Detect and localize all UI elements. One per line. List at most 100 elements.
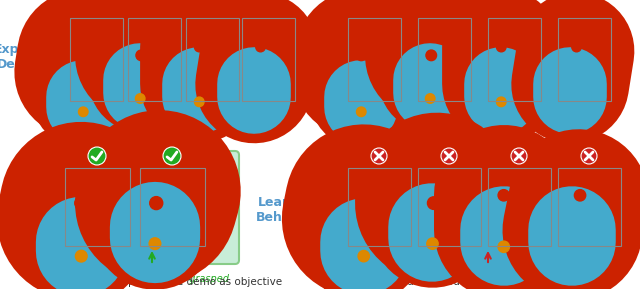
Bar (242, 72, 295, 101)
Bar (381, 174, 404, 217)
Bar (348, 168, 411, 246)
Text: the ball is successfully grasped: the ball is successfully grasped (76, 274, 228, 284)
Bar (558, 168, 621, 246)
Polygon shape (335, 28, 630, 97)
Circle shape (256, 42, 266, 52)
Bar (521, 174, 545, 217)
Bar (488, 72, 541, 101)
Polygon shape (55, 28, 310, 97)
Bar (488, 18, 541, 72)
Bar (418, 18, 471, 72)
Bar (348, 72, 401, 101)
Bar (516, 25, 536, 70)
Bar (342, 12, 584, 107)
Bar (70, 18, 123, 72)
Circle shape (441, 148, 457, 164)
Bar (140, 168, 205, 219)
Text: Objective: Objective (123, 130, 182, 140)
Circle shape (426, 94, 435, 103)
Text: Expert
Demo: Expert Demo (0, 43, 40, 71)
Bar (488, 219, 551, 246)
Bar (445, 25, 466, 70)
Circle shape (79, 107, 88, 116)
Bar (451, 174, 475, 217)
Bar (418, 168, 481, 219)
Bar (348, 168, 411, 219)
Circle shape (511, 148, 527, 164)
Circle shape (497, 97, 506, 107)
Polygon shape (395, 122, 550, 154)
Bar (558, 168, 621, 219)
Bar (348, 18, 401, 101)
Bar (140, 219, 205, 246)
Circle shape (149, 238, 161, 249)
Bar (65, 168, 130, 219)
Bar (65, 168, 130, 246)
FancyBboxPatch shape (51, 151, 239, 264)
Circle shape (195, 42, 204, 52)
Circle shape (498, 241, 509, 253)
Bar (488, 168, 551, 246)
Circle shape (581, 148, 597, 164)
Circle shape (136, 94, 145, 103)
Circle shape (572, 42, 581, 52)
Circle shape (163, 147, 181, 165)
Bar (348, 219, 411, 246)
Text: the ball is swept away: the ball is swept away (433, 274, 543, 284)
Bar (128, 18, 181, 101)
Bar (376, 25, 396, 70)
Bar (418, 219, 481, 246)
Bar (97, 25, 118, 70)
Bar (214, 25, 234, 70)
Bar (488, 168, 551, 219)
Circle shape (356, 50, 367, 61)
Circle shape (356, 107, 366, 116)
FancyBboxPatch shape (334, 151, 622, 264)
Text: Learned
Behavior: Learned Behavior (0, 196, 48, 224)
Text: (b) Take the full demo as objective: (b) Take the full demo as objective (385, 277, 565, 287)
Text: (a) Take earlier part of the demo as objective: (a) Take earlier part of the demo as obj… (47, 277, 283, 287)
Circle shape (358, 251, 369, 262)
Bar (99, 174, 124, 217)
Bar (586, 25, 605, 70)
Bar (269, 25, 290, 70)
Circle shape (88, 147, 106, 165)
Bar (128, 18, 181, 72)
Circle shape (78, 50, 88, 61)
Circle shape (195, 97, 204, 107)
Text: Expert
Demo: Expert Demo (274, 43, 320, 71)
Text: Objective: Objective (443, 130, 502, 140)
Circle shape (371, 148, 387, 164)
Circle shape (150, 197, 163, 210)
Bar (70, 72, 123, 101)
Circle shape (76, 250, 87, 262)
Bar (156, 25, 176, 70)
Bar (174, 174, 198, 217)
Bar (140, 168, 205, 246)
Bar (242, 18, 295, 101)
Bar (186, 18, 239, 101)
Circle shape (358, 197, 370, 210)
Bar (418, 72, 471, 101)
Bar (70, 18, 123, 101)
Circle shape (497, 42, 506, 52)
Bar (65, 219, 130, 246)
Bar (242, 18, 295, 72)
Circle shape (75, 197, 88, 210)
Bar (128, 72, 181, 101)
Bar (558, 18, 611, 101)
Circle shape (136, 50, 147, 61)
Circle shape (427, 238, 438, 249)
Bar (488, 18, 541, 101)
Bar (591, 174, 614, 217)
Bar (418, 168, 481, 246)
Circle shape (574, 190, 586, 201)
Circle shape (498, 190, 509, 201)
Bar (558, 219, 621, 246)
Bar (418, 18, 471, 101)
Text: Learned
Behavior: Learned Behavior (256, 196, 318, 224)
Bar (348, 18, 401, 72)
Bar (186, 72, 239, 101)
Circle shape (428, 197, 440, 210)
Circle shape (426, 50, 436, 61)
